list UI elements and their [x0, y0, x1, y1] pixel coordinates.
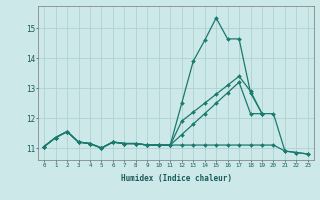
X-axis label: Humidex (Indice chaleur): Humidex (Indice chaleur) [121, 174, 231, 183]
